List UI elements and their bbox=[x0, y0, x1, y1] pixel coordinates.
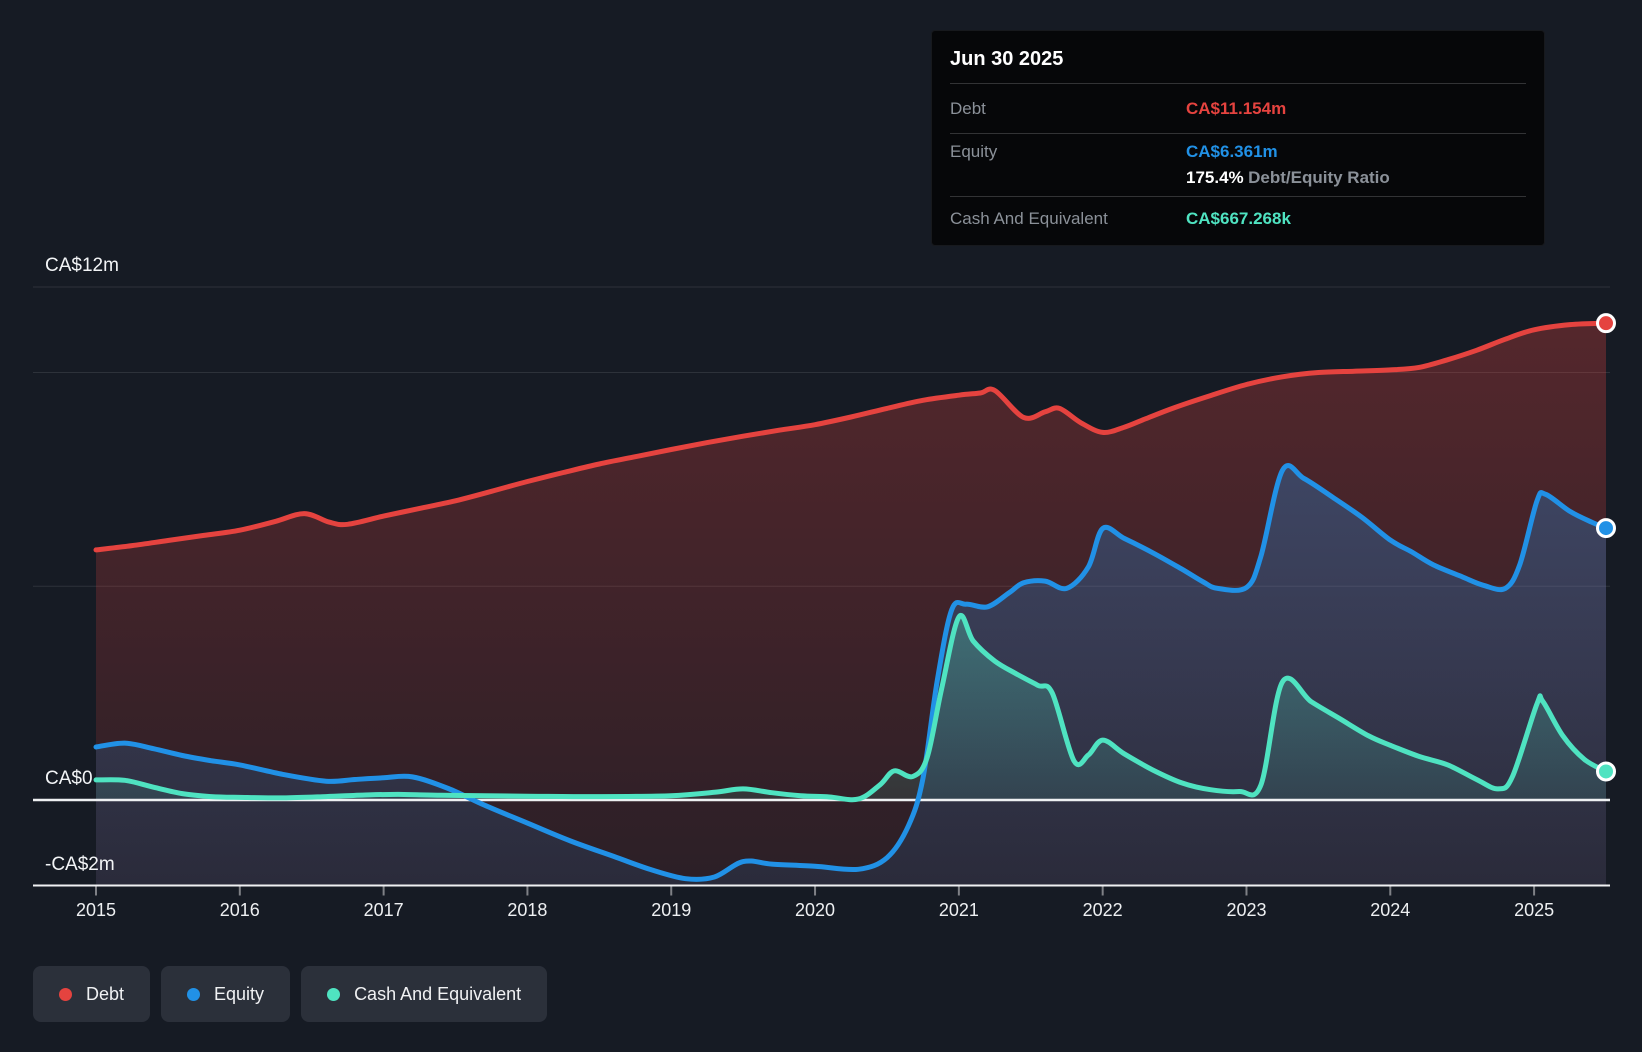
tooltip-debt-row: Debt CA$11.154m bbox=[950, 84, 1526, 134]
legend-label-cash: Cash And Equivalent bbox=[354, 983, 522, 1004]
legend-label-equity: Equity bbox=[214, 983, 265, 1004]
x-axis-label-2018: 2018 bbox=[507, 900, 548, 920]
cash-and-equivalent-area bbox=[96, 615, 1606, 800]
y-axis-label-neg2m: -CA$2m bbox=[45, 853, 115, 875]
x-axis-label-2016: 2016 bbox=[219, 900, 260, 920]
tooltip-ratio: 175.4% Debt/Equity Ratio bbox=[1186, 168, 1390, 188]
tooltip-cash-value: CA$667.268k bbox=[1186, 209, 1291, 228]
tooltip-ratio-label: Debt/Equity Ratio bbox=[1248, 168, 1390, 187]
tooltip-ratio-value: 175.4% bbox=[1186, 168, 1244, 187]
equity-line bbox=[93, 463, 1609, 882]
tooltip-cash-row: Cash And Equivalent CA$667.268k bbox=[950, 197, 1526, 241]
equity-series-dot-icon bbox=[187, 987, 201, 1001]
tooltip-ratio-row: 175.4% Debt/Equity Ratio bbox=[950, 165, 1526, 197]
legend-item-equity[interactable]: Equity bbox=[161, 966, 291, 1022]
x-axis-label-2023: 2023 bbox=[1226, 900, 1267, 920]
legend: Debt Equity Cash And Equivalent bbox=[33, 966, 548, 1022]
x-axis-label-2019: 2019 bbox=[651, 900, 692, 920]
x-axis-label-2021: 2021 bbox=[938, 900, 979, 920]
debt-line bbox=[93, 320, 1609, 553]
debt-end-dot[interactable] bbox=[1596, 313, 1616, 334]
x-axis-label-2015: 2015 bbox=[75, 900, 117, 920]
x-axis-label-2025: 2025 bbox=[1514, 900, 1555, 920]
cash-series-dot-icon bbox=[327, 987, 341, 1001]
tooltip-equity-value: CA$6.361m bbox=[1186, 142, 1278, 161]
equity-area bbox=[96, 465, 1606, 886]
legend-label-debt: Debt bbox=[86, 983, 125, 1004]
tooltip-debt-label: Debt bbox=[950, 98, 986, 118]
x-axis-label-2022: 2022 bbox=[1082, 900, 1123, 920]
tooltip-equity-label: Equity bbox=[950, 142, 998, 161]
tooltip-debt-value: CA$11.154m bbox=[1186, 98, 1287, 118]
cash-and-equivalent-end-dot[interactable] bbox=[1596, 761, 1616, 782]
tooltip: Jun 30 2025 Debt CA$11.154m Equity CA$6.… bbox=[931, 30, 1545, 246]
x-axis-label-2024: 2024 bbox=[1370, 900, 1411, 920]
tooltip-equity-row: Equity CA$6.361m bbox=[950, 134, 1526, 165]
legend-item-cash[interactable]: Cash And Equivalent bbox=[301, 966, 548, 1022]
cash-and-equivalent-line bbox=[93, 612, 1609, 803]
x-axis-label-2017: 2017 bbox=[363, 900, 404, 920]
legend-item-debt[interactable]: Debt bbox=[33, 966, 151, 1022]
debt-series-dot-icon bbox=[59, 987, 72, 1001]
x-axis-label-2020: 2020 bbox=[795, 900, 836, 920]
equity-end-dot[interactable] bbox=[1596, 518, 1616, 539]
y-axis-label-12m: CA$12m bbox=[45, 255, 119, 276]
tooltip-cash-label: Cash And Equivalent bbox=[950, 209, 1108, 228]
tooltip-date: Jun 30 2025 bbox=[950, 31, 1526, 84]
y-axis-label-0: CA$0 bbox=[45, 768, 93, 789]
